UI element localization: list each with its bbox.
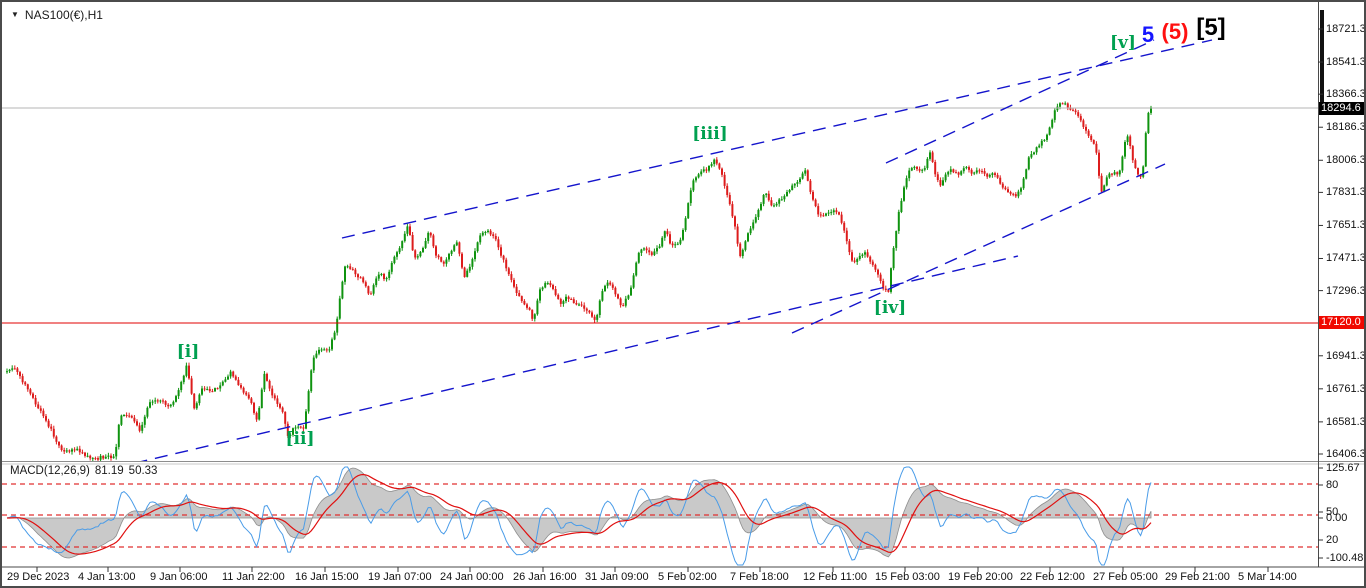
price-tick-label: 16941.3	[1326, 349, 1366, 362]
current-price-tag: 18294.6	[1319, 102, 1364, 115]
time-tick-label: 5 Feb 02:00	[658, 571, 717, 583]
wave-label-5[interactable]: [5]	[1196, 14, 1226, 41]
price-tick-label: 18366.3	[1326, 88, 1366, 101]
macd-indicator-label: MACD(12,26,9) 81.19 50.33	[10, 465, 157, 477]
macd-tick-label: -100.48	[1326, 552, 1364, 564]
time-tick-label: 7 Feb 18:00	[730, 571, 789, 583]
wave-label-5[interactable]: 5	[1141, 22, 1155, 47]
macd-tick-label: 80	[1326, 479, 1339, 491]
chart-title-text: NAS100(€),H1	[24, 8, 103, 22]
time-tick-label: 11 Jan 22:00	[222, 571, 285, 583]
time-tick-label: 5 Mar 14:00	[1238, 571, 1297, 583]
time-tick-label: 22 Feb 12:00	[1020, 571, 1085, 583]
wave-label-iii[interactable]: [iii]	[692, 124, 728, 144]
price-tick-label: 18006.3	[1326, 154, 1366, 167]
macd-tick-label: 20	[1326, 534, 1339, 546]
price-tick-label: 18541.3	[1326, 56, 1366, 69]
price-tick-label: 16761.3	[1326, 382, 1366, 395]
wave-label-iv[interactable]: [iv]	[873, 298, 907, 318]
time-tick-label: 12 Feb 11:00	[803, 571, 868, 583]
trendline-lower-channel[interactable]	[114, 255, 1019, 468]
macd-name: MACD(12,26,9)	[10, 465, 90, 477]
horizontal-price-lines[interactable]	[2, 107, 1318, 324]
time-scale-strip[interactable]	[2, 567, 1364, 586]
trendline-support-upper[interactable]	[885, 39, 1155, 164]
price-tick-label: 16406.3	[1326, 448, 1366, 460]
time-tick-label: 4 Jan 13:00	[78, 571, 136, 583]
axis-ticks	[36, 28, 1323, 572]
macd-tick-label: 0.00	[1326, 512, 1348, 524]
candlestick-series	[6, 101, 1152, 461]
wave-label-v[interactable]: [v]	[1110, 33, 1136, 53]
macd-tick-label: 50	[1326, 506, 1339, 518]
trendlines[interactable]	[114, 39, 1213, 468]
time-tick-label: 31 Jan 09:00	[585, 571, 649, 583]
trendline-support-steep[interactable]	[791, 163, 1166, 334]
macd-main-value: 81.19	[94, 465, 124, 477]
price-tick-label: 17651.3	[1326, 219, 1366, 232]
price-tick-label: 17471.3	[1326, 252, 1366, 265]
price-tick-label: 18721.3	[1326, 23, 1366, 35]
time-tick-label: 15 Feb 03:00	[875, 571, 940, 583]
time-tick-label: 16 Jan 15:00	[295, 571, 359, 583]
price-tick-label: 17296.3	[1326, 284, 1366, 297]
macd-panel-area[interactable]	[2, 465, 1318, 566]
time-tick-label: 29 Dec 2023	[7, 571, 70, 583]
macd-indicator	[2, 466, 1318, 566]
macd-signal-value: 50.33	[128, 465, 158, 477]
time-tick-label: 19 Feb 20:00	[948, 571, 1013, 583]
time-tick-label: 9 Jan 06:00	[150, 571, 208, 583]
time-tick-label: 26 Jan 16:00	[513, 571, 577, 583]
chart-title: ▼ NAS100(€),H1	[11, 8, 103, 22]
current-price-text: 18294.6	[1321, 102, 1361, 114]
time-tick-label: 24 Jan 00:00	[440, 571, 504, 583]
macd-tick-label: 125.67	[1326, 462, 1360, 474]
price-level-tag: 17120.0	[1319, 316, 1364, 329]
trendline-upper-channel[interactable]	[341, 39, 1213, 239]
wave-label-5[interactable]: (5)	[1161, 19, 1189, 44]
symbol-dropdown-triangle-icon[interactable]: ▼	[11, 10, 19, 19]
price-tick-label: 18186.3	[1326, 121, 1366, 134]
time-tick-label: 29 Feb 21:00	[1165, 571, 1230, 583]
panel-separators	[2, 2, 1364, 568]
wave-label-i[interactable]: [i]	[176, 342, 200, 362]
price-level-text: 17120.0	[1321, 316, 1361, 328]
time-tick-label: 19 Jan 07:00	[368, 571, 432, 583]
wave-label-ii[interactable]: [ii]	[285, 429, 315, 449]
price-tick-label: 17831.3	[1326, 186, 1366, 199]
time-tick-label: 27 Feb 05:00	[1093, 571, 1158, 583]
price-tick-label: 16581.3	[1326, 415, 1366, 428]
price-scale-strip[interactable]	[1318, 2, 1364, 566]
main-chart-area[interactable]	[2, 2, 1318, 461]
